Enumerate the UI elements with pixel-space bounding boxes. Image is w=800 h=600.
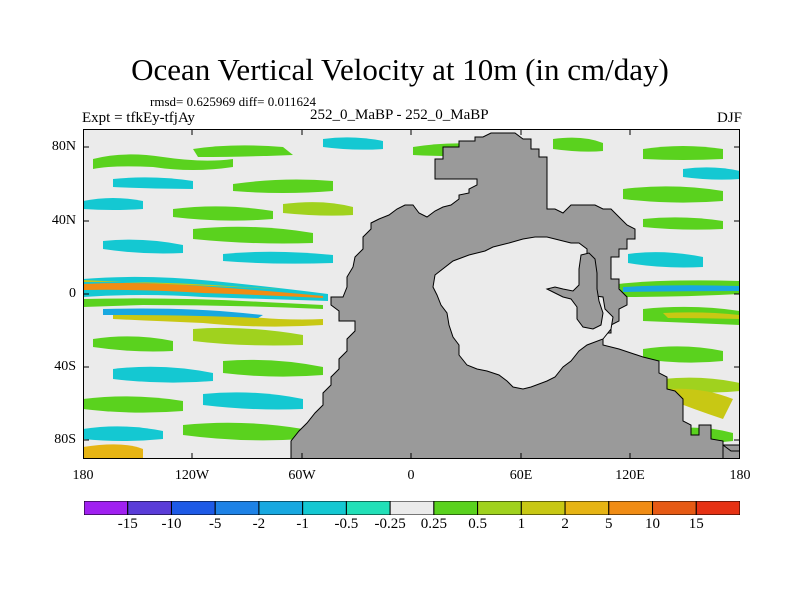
case-comparison-label: 252_0_MaBP - 252_0_MaBP [310, 107, 489, 123]
x-tick-label: 120W [174, 468, 210, 483]
colorbar-label: -1 [296, 516, 309, 532]
y-tick-label: 40N [51, 213, 76, 228]
colorbar-swatch [127, 501, 172, 515]
colorbar-label: -5 [208, 516, 222, 532]
colorbar-label: 15 [688, 516, 704, 532]
x-tick-label: 60E [509, 468, 533, 483]
land-inner-spit [545, 252, 604, 330]
colorbar-swatch [695, 501, 740, 515]
colorbar-swatch [520, 501, 566, 515]
colorbar-label: 5 [605, 516, 613, 532]
x-tick-label: 0 [407, 468, 415, 483]
x-tick-label: 120E [615, 468, 645, 483]
y-tick-label: 80N [51, 139, 76, 154]
colorbar-label: -10 [161, 516, 182, 532]
colorbar-label: 2 [561, 516, 569, 532]
colorbar-label: 1 [517, 516, 526, 532]
x-tick-label: 60W [288, 468, 316, 483]
colorbar-label: -15 [117, 516, 138, 532]
colorbar-swatch [433, 501, 479, 515]
y-tick-label: 40S [54, 359, 76, 374]
velocity-map [83, 129, 740, 459]
colorbar-label: 0.5 [468, 516, 487, 532]
land-west-coast-strip [722, 444, 740, 459]
colorbar-swatch [608, 501, 654, 515]
colorbar-label: 10 [645, 516, 661, 532]
season-label: DJF [716, 110, 742, 126]
colorbar-swatch [84, 501, 129, 515]
colorbar-swatch [170, 501, 216, 515]
y-tick-label: 0 [69, 286, 76, 301]
colorbar-swatch [302, 501, 347, 515]
colorbar-swatch [652, 501, 697, 515]
colorbar [84, 501, 740, 515]
colorbar-label: -0.25 [374, 516, 406, 532]
inner-basin-ocean [432, 236, 614, 390]
colorbar-swatch [389, 501, 435, 515]
colorbar-label: -0.5 [334, 516, 359, 532]
colorbar-swatch [258, 501, 304, 515]
y-tick-label: 80S [54, 432, 76, 447]
x-tick-label: 180 [72, 468, 94, 483]
colorbar-swatch [214, 501, 260, 515]
x-tick-label: 180 [729, 468, 751, 483]
figure-title: Ocean Vertical Velocity at 10m (in cm/da… [131, 52, 669, 87]
rmsd-diff-stats: rmsd= 0.625969 diff= 0.011624 [150, 94, 316, 109]
colorbar-swatch [345, 501, 391, 515]
map-ticks [83, 129, 740, 459]
colorbar-swatch [477, 501, 522, 515]
colorbar-label: -2 [252, 516, 266, 532]
colorbar-swatch [564, 501, 610, 515]
experiment-label: Expt = tfkEy-tfjAy [82, 110, 195, 126]
colorbar-label: 0.25 [420, 516, 447, 532]
